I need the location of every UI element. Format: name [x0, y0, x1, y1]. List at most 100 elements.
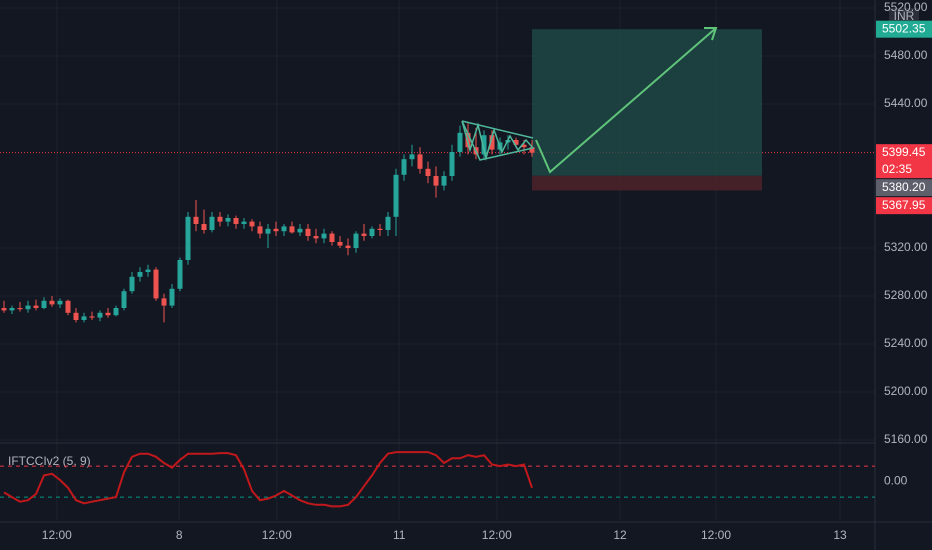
candle-body [409, 154, 415, 160]
candle-body [145, 269, 151, 272]
y2-tick-label: 0.00 [884, 474, 908, 488]
candle-body [321, 233, 327, 239]
candle-body [449, 152, 455, 177]
x-tick-label: 12:00 [42, 528, 72, 542]
x-tick-label: 11 [393, 528, 406, 542]
candle-body [345, 245, 351, 248]
candle-body [233, 218, 239, 224]
y-tick-label: 5200.00 [884, 384, 928, 398]
x-tick-label: 13 [833, 528, 847, 542]
candle-body [297, 228, 303, 233]
stop-zone [532, 175, 762, 191]
candle-body [129, 276, 135, 292]
candle-body [369, 228, 375, 236]
candle-body [241, 221, 247, 224]
candle-body [457, 132, 463, 153]
y-tick-label: 5440.00 [884, 96, 928, 110]
trend-line [461, 120, 534, 161]
candle-body [521, 144, 527, 148]
candle-body [201, 223, 207, 230]
drawing-pattern [461, 27, 718, 174]
candle-body [161, 298, 167, 306]
trend-line [461, 120, 534, 139]
candle-body [97, 312, 103, 318]
y-tick-label: 5240.00 [884, 336, 928, 350]
y-tick-label: 5520.00 [884, 0, 928, 14]
candle-body [481, 135, 487, 155]
candle-body [121, 291, 127, 308]
candle-body [441, 176, 447, 186]
candle-body [89, 316, 95, 318]
candle-body [329, 233, 335, 242]
candle-body [1, 307, 7, 311]
candle-body [353, 233, 359, 248]
price-label: 5367.95 [882, 198, 926, 212]
price-label-box [876, 197, 932, 215]
arrow-head [704, 27, 718, 41]
candle-body [489, 135, 495, 150]
candle-body [433, 176, 439, 186]
candle-body [377, 228, 383, 230]
y-tick-label: 5280.00 [884, 288, 928, 302]
x-tick-label: 12 [613, 528, 627, 542]
y-tick-label: 5320.00 [884, 240, 928, 254]
price-label-box [876, 179, 932, 197]
candle-body [249, 221, 255, 227]
candle-body [33, 305, 39, 308]
x-tick-label: 12:00 [701, 528, 731, 542]
candle-body [289, 226, 295, 233]
candle-body [193, 216, 199, 224]
candle-body [217, 216, 223, 222]
candle-body [105, 312, 111, 316]
candle-body [177, 259, 183, 289]
candle-body [337, 241, 343, 246]
target-zone [532, 29, 762, 176]
candle-body [425, 168, 431, 177]
countdown: 02:35 [882, 162, 912, 176]
price-label: 5502.35 [882, 21, 926, 35]
candle-body [401, 159, 407, 175]
candle-body [265, 228, 271, 234]
candle-body [209, 216, 215, 230]
candle-body [65, 300, 71, 313]
projection-arrow [535, 27, 717, 174]
candle-body [9, 307, 15, 311]
candle-body [17, 307, 23, 310]
price-label: 5399.45 [882, 145, 926, 159]
candle-body [41, 300, 47, 308]
candle-body [73, 312, 79, 320]
x-tick-label: 12:00 [482, 528, 512, 542]
indicator-title: IFTCCIv2 (5, 9) [8, 454, 91, 468]
candle-body [281, 226, 287, 232]
price-label-box [876, 144, 932, 179]
candle-body [393, 174, 399, 217]
candle-body [137, 271, 143, 277]
candle-body [153, 269, 159, 299]
candle-body [49, 300, 55, 305]
candle-body [81, 316, 87, 320]
indicator-line [3, 451, 533, 508]
candle-body [257, 226, 263, 234]
candle-body [305, 228, 311, 236]
x-tick-label: 12:00 [262, 528, 292, 542]
zigzag [461, 120, 534, 161]
price-label: 5380.20 [882, 180, 926, 194]
price-label-box [876, 20, 932, 38]
candle-body [385, 216, 391, 230]
candle-body [25, 305, 31, 310]
candle-body [185, 216, 191, 260]
candle-body [273, 228, 279, 232]
candle-body [313, 235, 319, 239]
candle-body [529, 147, 535, 153]
y-tick-label: 5480.00 [884, 48, 928, 62]
x-tick-label: 8 [176, 528, 183, 542]
candle-body [57, 300, 63, 305]
currency: INR [894, 9, 915, 23]
candle-body [169, 288, 175, 306]
candle-body [417, 154, 423, 169]
candle-body [513, 140, 519, 145]
y-tick-label: 5160.00 [884, 432, 928, 446]
candle-body [361, 233, 367, 236]
candle-body [113, 307, 119, 316]
